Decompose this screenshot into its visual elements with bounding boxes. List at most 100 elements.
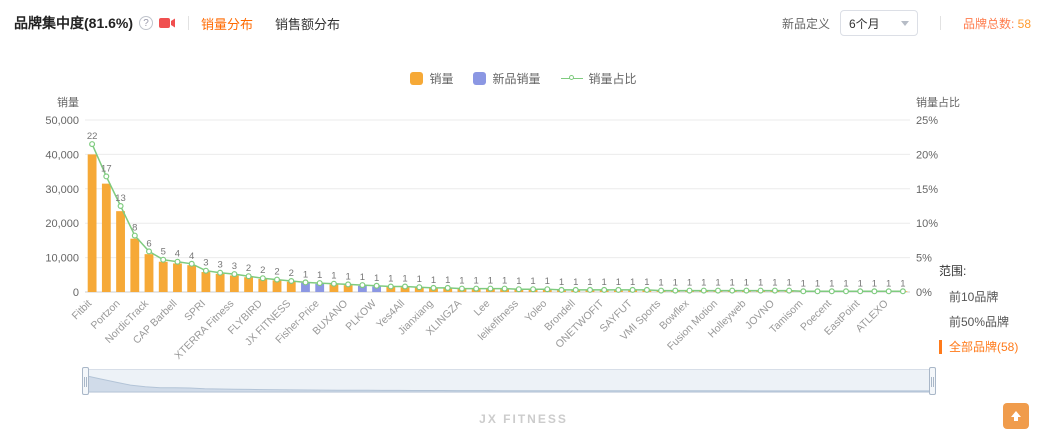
range-option-top10[interactable]: 前10品牌 <box>949 290 999 304</box>
svg-text:5%: 5% <box>916 253 932 265</box>
svg-text:6: 6 <box>146 238 151 249</box>
header-divider <box>188 16 190 30</box>
svg-text:1: 1 <box>815 278 820 289</box>
new-product-sales-bar[interactable] <box>372 286 382 293</box>
legend-item-new-product-sales[interactable]: 新品销量 <box>473 70 541 87</box>
svg-text:20%: 20% <box>916 149 938 161</box>
datazoom-left-handle[interactable] <box>82 367 89 395</box>
svg-text:1: 1 <box>744 278 749 289</box>
sales-bar[interactable] <box>130 238 140 292</box>
svg-text:Fitbit: Fitbit <box>70 298 95 323</box>
svg-text:1: 1 <box>786 278 791 289</box>
sales-bar[interactable] <box>215 273 225 292</box>
sales-bar[interactable] <box>158 261 168 292</box>
svg-text:1: 1 <box>303 269 308 280</box>
svg-text:25%: 25% <box>916 115 938 127</box>
watermark: JX FITNESS <box>479 412 568 426</box>
header-right: 新品定义 6个月 品牌总数: 58 <box>782 10 1031 36</box>
svg-text:4: 4 <box>189 251 194 262</box>
sales-bar[interactable] <box>229 275 239 292</box>
new-product-sales-bar[interactable] <box>301 282 310 292</box>
new-product-sales-bar[interactable] <box>357 285 367 292</box>
back-to-top-button[interactable] <box>1003 403 1029 429</box>
svg-text:1: 1 <box>388 273 393 284</box>
svg-text:2: 2 <box>274 267 279 278</box>
svg-text:1: 1 <box>459 276 464 287</box>
range-option-all-brands[interactable]: 全部品牌(58) <box>939 340 1033 354</box>
svg-text:3: 3 <box>232 261 237 272</box>
svg-text:Lee: Lee <box>472 298 493 319</box>
svg-text:1: 1 <box>715 278 720 289</box>
datazoom-right-handle[interactable] <box>929 367 936 395</box>
chart-legend: 销量 新品销量 销量占比 <box>0 70 1047 87</box>
brand-total-label: 品牌总数: <box>962 16 1015 31</box>
sales-bar[interactable] <box>329 284 339 292</box>
svg-text:1: 1 <box>673 278 678 289</box>
datazoom-selected-range[interactable] <box>86 370 932 392</box>
sales-bar[interactable] <box>201 272 211 292</box>
sales-bar[interactable] <box>101 183 111 292</box>
brand-total-value: 58 <box>1017 16 1031 31</box>
svg-text:1: 1 <box>602 277 607 288</box>
svg-text:SPRI: SPRI <box>182 298 208 324</box>
svg-text:1: 1 <box>886 278 891 289</box>
tab-sales-amount-distribution[interactable]: 销售额分布 <box>275 16 341 32</box>
svg-text:1: 1 <box>445 275 450 286</box>
tab-sales-volume-distribution[interactable]: 销量分布 <box>201 16 254 32</box>
sales-bar[interactable] <box>244 277 253 292</box>
sales-bar[interactable] <box>87 154 97 292</box>
svg-text:1: 1 <box>573 277 578 288</box>
svg-text:1: 1 <box>758 278 763 289</box>
legend-item-sales-ratio[interactable]: 销量占比 <box>560 70 637 87</box>
svg-text:1: 1 <box>402 273 407 284</box>
sales-bar[interactable] <box>144 254 154 292</box>
chart-canvas[interactable]: 010,00020,00030,00040,00050,0000%5%10%15… <box>30 92 980 362</box>
sales-bar[interactable] <box>173 263 182 292</box>
svg-text:1: 1 <box>545 276 550 287</box>
new-product-sales-bar[interactable] <box>315 283 325 292</box>
svg-text:1: 1 <box>829 278 834 289</box>
sales-bar[interactable] <box>400 287 410 292</box>
svg-text:1: 1 <box>630 277 635 288</box>
range-panel: 范围: 前10品牌 前50%品牌 全部品牌(58) <box>939 262 1033 365</box>
help-icon[interactable]: ? <box>139 16 154 30</box>
svg-text:5: 5 <box>161 247 166 258</box>
svg-text:1: 1 <box>843 278 848 289</box>
svg-text:1: 1 <box>701 278 706 289</box>
datazoom-preview <box>86 375 932 392</box>
header-divider <box>939 16 941 30</box>
svg-text:1: 1 <box>530 276 535 287</box>
header-left: 品牌集中度(81.6%) ? 销量分布 销售额分布 <box>14 13 362 33</box>
header: 品牌集中度(81.6%) ? 销量分布 销售额分布 新品定义 6个月 品牌总数:… <box>14 10 1031 36</box>
svg-text:22: 22 <box>87 131 98 142</box>
range-option-top50-percent[interactable]: 前50%品牌 <box>949 315 1010 329</box>
sales-bar[interactable] <box>272 280 282 292</box>
svg-text:15%: 15% <box>916 184 938 196</box>
sales-bar[interactable] <box>116 211 125 292</box>
new-product-period-select[interactable]: 6个月 <box>839 10 918 36</box>
line-marker-icon <box>560 75 583 80</box>
chevron-down-icon <box>900 20 909 26</box>
svg-text:10%: 10% <box>916 218 938 230</box>
datazoom-slider[interactable] <box>82 367 936 395</box>
sales-bar[interactable] <box>258 278 268 292</box>
svg-text:20,000: 20,000 <box>45 218 79 230</box>
new-product-definition-label: 新品定义 <box>781 16 830 31</box>
brand-sales-chart[interactable]: 0 10,000 20,000 30,000 40,000 50,000 0% 5% 10% 15… <box>30 92 980 362</box>
svg-text:30,000: 30,000 <box>45 184 79 196</box>
svg-text:50,000: 50,000 <box>45 115 79 127</box>
svg-text:3: 3 <box>203 258 208 269</box>
sales-bar[interactable] <box>286 281 296 292</box>
svg-text:1: 1 <box>331 271 336 282</box>
legend-item-sales[interactable]: 销量 <box>410 70 453 87</box>
svg-text:1: 1 <box>900 278 905 289</box>
svg-text:1: 1 <box>772 278 777 289</box>
sales-bar[interactable] <box>343 285 353 292</box>
svg-text:8: 8 <box>132 223 137 234</box>
video-camera-icon[interactable] <box>159 17 176 29</box>
sales-bar[interactable] <box>187 265 197 292</box>
svg-text:1: 1 <box>431 275 436 286</box>
svg-text:1: 1 <box>616 277 621 288</box>
svg-text:销量: 销量 <box>57 95 79 109</box>
